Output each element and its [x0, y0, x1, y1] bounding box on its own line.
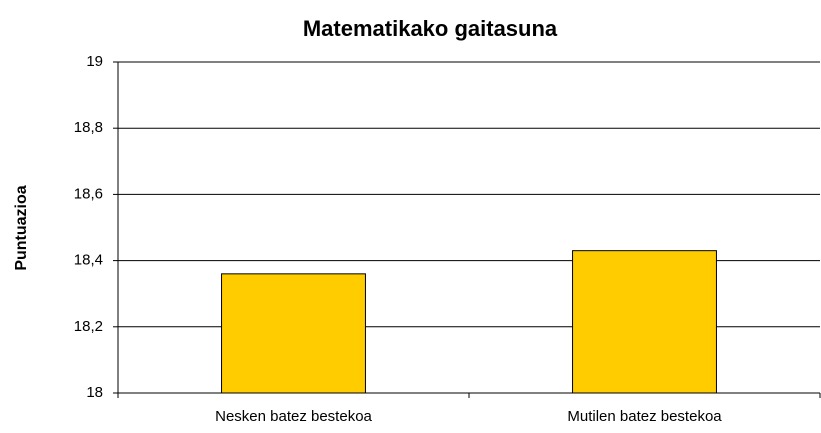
y-tick-label: 18,8 — [74, 119, 103, 136]
x-tick-label: Nesken batez bestekoa — [215, 408, 372, 425]
y-tick-label: 19 — [86, 53, 103, 70]
y-axis-label: Puntuazioa — [13, 185, 30, 270]
y-tick-label: 18,2 — [74, 318, 103, 335]
y-tick-label: 18,6 — [74, 185, 103, 202]
chart-title: Matematikako gaitasuna — [303, 16, 558, 41]
y-tick-label: 18,4 — [74, 252, 103, 269]
bar — [572, 250, 717, 394]
y-tick-label: 18 — [86, 384, 103, 401]
x-tick-label: Mutilen batez bestekoa — [567, 408, 722, 425]
bar — [221, 273, 366, 394]
